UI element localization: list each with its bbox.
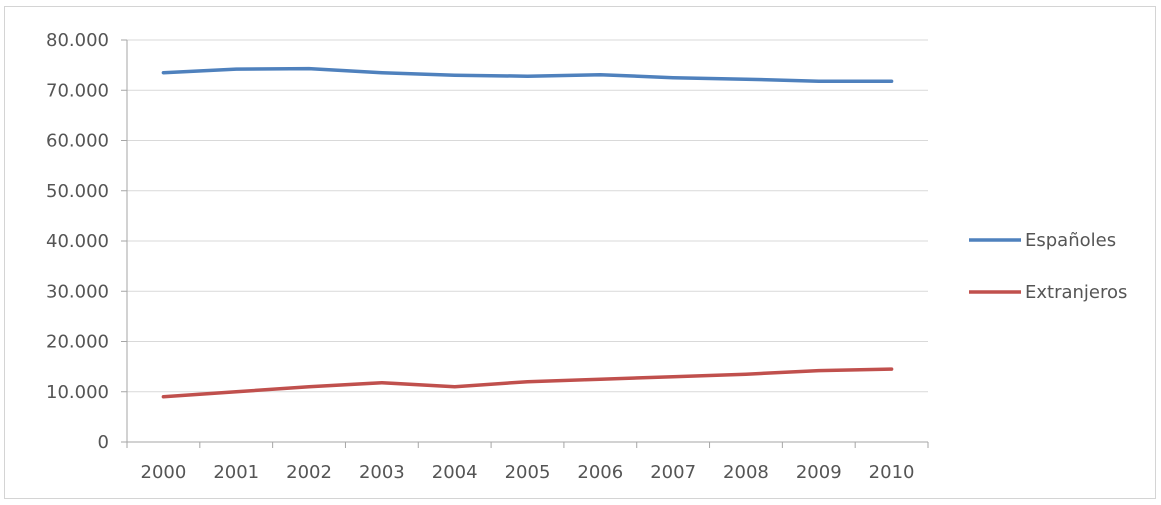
x-tick-label: 2002 xyxy=(286,462,332,483)
axes xyxy=(121,39,929,448)
series-line-0 xyxy=(161,66,894,83)
line-chart: 0 10.000 20.000 30.000 40.000 50.000 60.000 70.… xyxy=(46,30,1127,483)
x-tick-label: 2000 xyxy=(141,462,187,483)
x-tick-label: 2008 xyxy=(723,462,769,483)
chart-frame: 0 10.000 20.000 30.000 40.000 50.000 60.000 70.… xyxy=(4,6,1156,499)
x-tick-label: 2004 xyxy=(432,462,478,483)
x-tick-label: 2010 xyxy=(869,462,915,483)
legend-label-0: Españoles xyxy=(1025,230,1116,251)
legend-label-1: Extranjeros xyxy=(1025,282,1127,303)
x-tick-label: 2003 xyxy=(359,462,405,483)
y-tick-label: 0 xyxy=(98,432,109,453)
y-tick-label: 30.000 xyxy=(46,281,109,302)
x-tick-label: 2005 xyxy=(505,462,551,483)
gridlines xyxy=(127,39,928,393)
y-tick-label: 10.000 xyxy=(46,382,109,403)
x-tick-label: 2007 xyxy=(650,462,696,483)
y-tick-label: 40.000 xyxy=(46,231,109,252)
x-tick-label: 2006 xyxy=(577,462,623,483)
y-tick-label: 60.000 xyxy=(46,131,109,152)
series-lines xyxy=(161,66,894,399)
y-tick-label: 20.000 xyxy=(46,332,109,353)
x-tick-label: 2001 xyxy=(213,462,259,483)
legend: Españoles Extranjeros xyxy=(969,230,1127,303)
y-tick-label: 80.000 xyxy=(46,30,109,51)
y-axis-tick-labels: 0 10.000 20.000 30.000 40.000 50.000 60.000 70.… xyxy=(46,30,109,453)
x-tick-label: 2009 xyxy=(796,462,842,483)
y-tick-label: 70.000 xyxy=(46,80,109,101)
y-tick-label: 50.000 xyxy=(46,181,109,202)
series-line-1 xyxy=(161,367,894,399)
x-axis-tick-labels: 2000 2001 2002 2003 2004 2005 2006 2007 2008 2009… xyxy=(141,462,915,483)
